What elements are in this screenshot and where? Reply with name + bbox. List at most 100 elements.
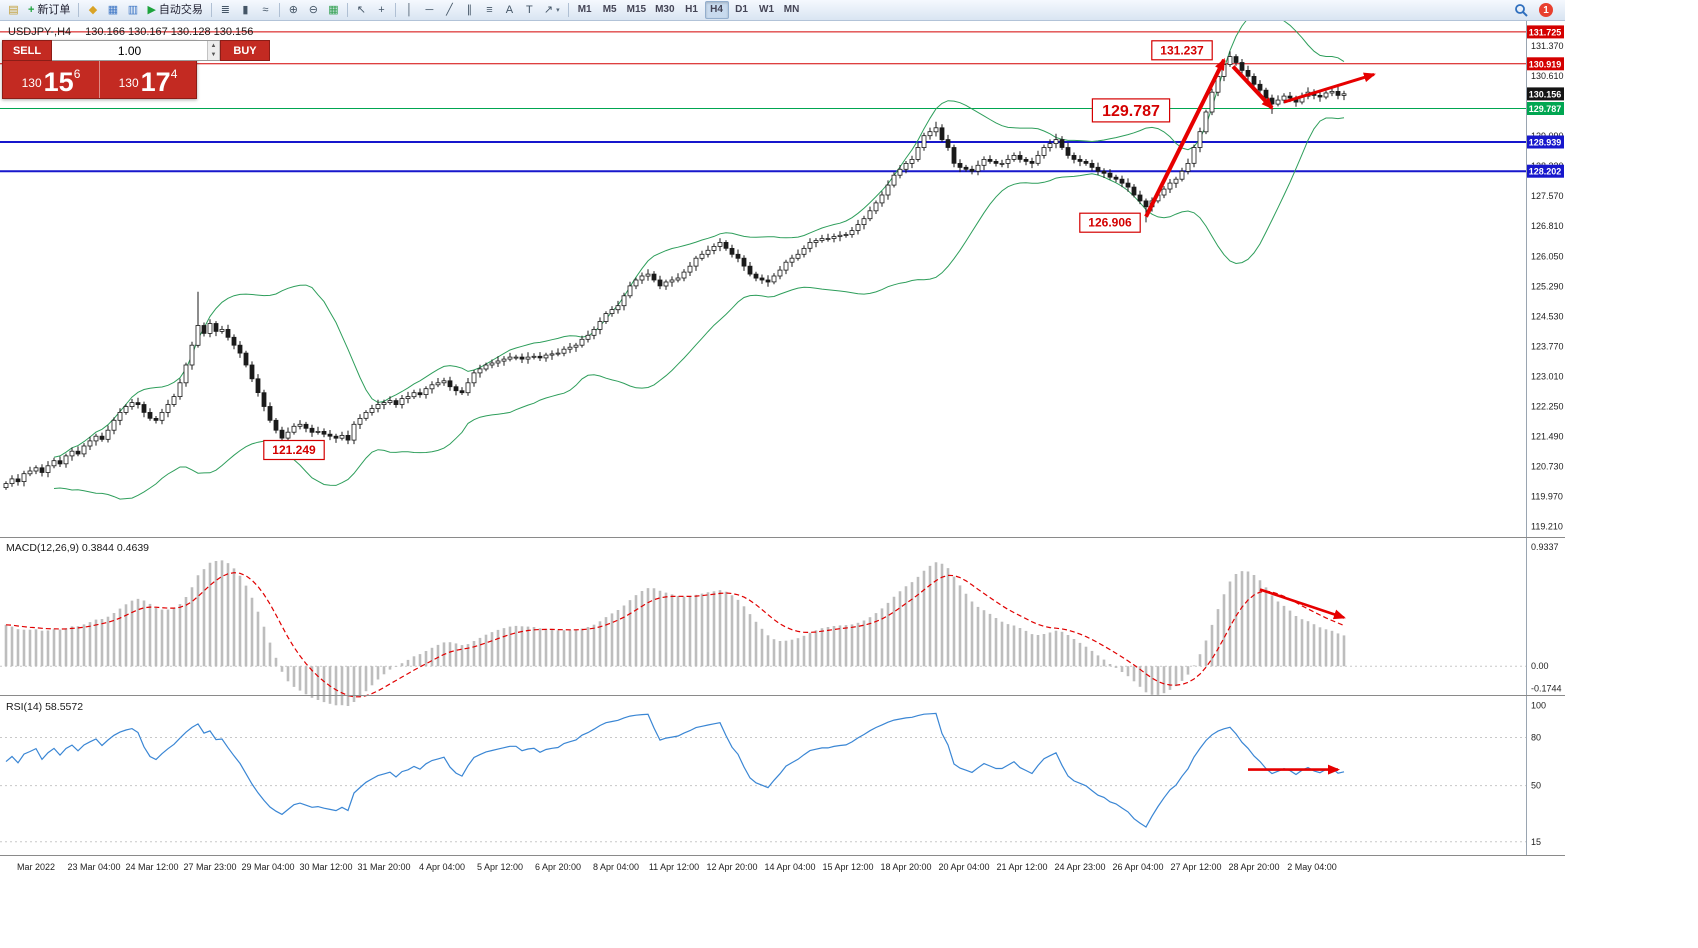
timeframe-m30-button[interactable]: M30 <box>655 4 675 15</box>
arrows-tool-glyph-icon: ↗ <box>543 3 554 16</box>
candlestick-chart-type-button[interactable]: ▮ <box>236 1 255 19</box>
line-chart-type-glyph-icon: ≈ <box>262 3 269 16</box>
sell-price-big: 15 <box>43 67 74 98</box>
toolbar-items: ▤ + 新订单 ◆ ▦ ▥ ▶ 自动交易 ≣ ▮ ≈ ⊕ ⊖ ▦ ↖ + │ ─ ╱ ∥ ≡ A T ↗ ▾ M1 M5 M15 M30… <box>4 1 804 19</box>
new-order-button-label: 新订单 <box>37 3 71 16</box>
time-axis-label: 5 Apr 12:00 <box>477 862 523 872</box>
svg-text:128.939: 128.939 <box>1529 138 1562 148</box>
timeframe-m5-button[interactable]: M5 <box>602 4 617 15</box>
price-axis-tick: 120.730 <box>1531 462 1564 472</box>
text-tool-glyph-icon: A <box>505 3 514 16</box>
volume-control: ▲ ▼ <box>52 40 220 61</box>
time-axis-label: 27 Mar 23:00 <box>183 862 236 872</box>
sep-1 <box>78 3 80 17</box>
bar-chart-type-button[interactable]: ≣ <box>216 1 235 19</box>
svg-text:121.249: 121.249 <box>272 443 316 457</box>
buy-button[interactable]: BUY <box>220 40 270 61</box>
time-axis-label: 30 Mar 12:00 <box>299 862 352 872</box>
label-tool-button[interactable]: T <box>520 1 539 19</box>
buy-price-big: 17 <box>140 67 171 98</box>
price-tag: 131.725 <box>1527 25 1564 39</box>
search-icon <box>1515 4 1528 17</box>
timeframe-m15-button[interactable]: M15 <box>626 4 647 15</box>
rsi-indicator-label: RSI(14) 58.5572 <box>6 701 84 713</box>
expert-advisors-icon[interactable]: ◆ <box>83 1 102 19</box>
new-chart-glyph-icon: ▤ <box>8 3 19 16</box>
notification-badge[interactable]: 1 <box>1539 3 1553 17</box>
rsi-axis-tick: 100 <box>1531 700 1546 710</box>
time-axis-label: 23 Mar 04:00 <box>67 862 120 872</box>
buy-price[interactable]: 130 17 4 <box>100 61 196 98</box>
rsi-axis-tick: 80 <box>1531 733 1541 743</box>
timeframe-w1-button[interactable]: W1 <box>759 4 775 15</box>
crosshair-tool-button[interactable]: + <box>372 1 391 19</box>
sell-price-sup: 6 <box>73 67 81 81</box>
sep-3 <box>278 3 280 17</box>
timeframe-h1-button[interactable]: H1 <box>685 4 698 15</box>
time-axis-label: 18 Apr 20:00 <box>880 862 931 872</box>
chart-area: 131.237 129.787 126.906 121.249 131.370 130.6… <box>0 21 1565 881</box>
data-window-button[interactable]: ▥ <box>123 1 142 19</box>
svg-text:130.919: 130.919 <box>1529 59 1562 69</box>
price-annotation: 129.787 <box>1091 98 1171 123</box>
horizontal-line-tool-button[interactable]: ─ <box>420 1 439 19</box>
price-tag: 128.939 <box>1527 135 1564 149</box>
price-axis-tick: 121.490 <box>1531 432 1564 442</box>
arrows-tool-button[interactable]: ↗ ▾ <box>540 1 564 19</box>
tile-windows-button[interactable]: ▦ <box>324 1 343 19</box>
volume-up-button[interactable]: ▲ <box>208 41 219 51</box>
sell-price-prefix: 130 <box>21 76 42 90</box>
time-axis-label: 4 Apr 04:00 <box>419 862 465 872</box>
time-axis-label: 27 Apr 12:00 <box>1170 862 1221 872</box>
fibonacci-tool-button[interactable]: ≡ <box>480 1 499 19</box>
zoom-in-glyph-icon: ⊕ <box>288 3 299 16</box>
line-chart-type-button[interactable]: ≈ <box>256 1 275 19</box>
price-axis-tick: 126.050 <box>1531 251 1564 261</box>
price-axis-tick: 131.370 <box>1531 41 1564 51</box>
cursor-tool-button[interactable]: ↖ <box>352 1 371 19</box>
new-order-button[interactable]: + 新订单 <box>24 1 74 19</box>
vertical-line-tool-button[interactable]: │ <box>400 1 419 19</box>
time-axis-label: 21 Apr 12:00 <box>996 862 1047 872</box>
market-watch-glyph-icon: ▦ <box>107 3 119 16</box>
volume-input[interactable] <box>52 41 207 60</box>
volume-down-button[interactable]: ▼ <box>208 50 219 60</box>
candlestick-chart-type-glyph-icon: ▮ <box>242 3 249 16</box>
zoom-in-button[interactable]: ⊕ <box>284 1 303 19</box>
search-button[interactable] <box>1510 1 1532 19</box>
sep-2 <box>210 3 212 17</box>
svg-text:131.725: 131.725 <box>1529 27 1562 37</box>
time-axis-label: 15 Apr 12:00 <box>822 862 873 872</box>
text-tool-button[interactable]: A <box>500 1 519 19</box>
expert-advisors-icon-glyph-icon: ◆ <box>88 3 98 16</box>
svg-text:131.237: 131.237 <box>1160 43 1204 57</box>
macd-axis-tick: 0.00 <box>1531 661 1549 671</box>
price-axis-tick: 126.810 <box>1531 221 1564 231</box>
crosshair-tool-glyph-icon: + <box>378 3 385 16</box>
zoom-out-button[interactable]: ⊖ <box>304 1 323 19</box>
price-annotation: 131.237 <box>1151 40 1213 61</box>
new-order-glyph-icon: + <box>28 3 35 16</box>
channel-tool-button[interactable]: ∥ <box>460 1 479 19</box>
macd-histogram <box>4 560 1346 706</box>
new-chart-button[interactable]: ▤ <box>4 1 23 19</box>
timeframe-d1-button[interactable]: D1 <box>735 4 748 15</box>
trade-widget-prices: 130 15 6 130 17 4 <box>2 61 197 99</box>
sell-button[interactable]: SELL <box>2 40 52 61</box>
market-watch-button[interactable]: ▦ <box>103 1 122 19</box>
sell-price[interactable]: 130 15 6 <box>3 61 100 98</box>
mt4-window: ▤ + 新订单 ◆ ▦ ▥ ▶ 自动交易 ≣ ▮ ≈ ⊕ ⊖ ▦ ↖ + │ ─ ╱ ∥ ≡ A T ↗ ▾ M1 M5 M15 M30… <box>0 0 1565 881</box>
timeframe-mn-button[interactable]: MN <box>783 4 800 15</box>
timeframe-m1-button[interactable]: M1 <box>577 4 592 15</box>
ohlc-values: 130.166 130.167 130.128 130.156 <box>85 26 254 38</box>
price-axis-tick: 122.250 <box>1531 402 1564 412</box>
time-axis-label: 11 Apr 12:00 <box>649 862 699 872</box>
time-axis-label: 24 Apr 23:00 <box>1054 862 1105 872</box>
buy-price-prefix: 130 <box>118 76 139 90</box>
tile-windows-glyph-icon: ▦ <box>328 3 339 16</box>
timeframe-h4-button[interactable]: H4 <box>704 1 729 19</box>
price-axis-tick: 123.010 <box>1531 372 1564 382</box>
trend-arrow <box>1283 72 1376 104</box>
autotrading-button[interactable]: ▶ 自动交易 <box>143 1 206 19</box>
trendline-tool-button[interactable]: ╱ <box>440 1 459 19</box>
